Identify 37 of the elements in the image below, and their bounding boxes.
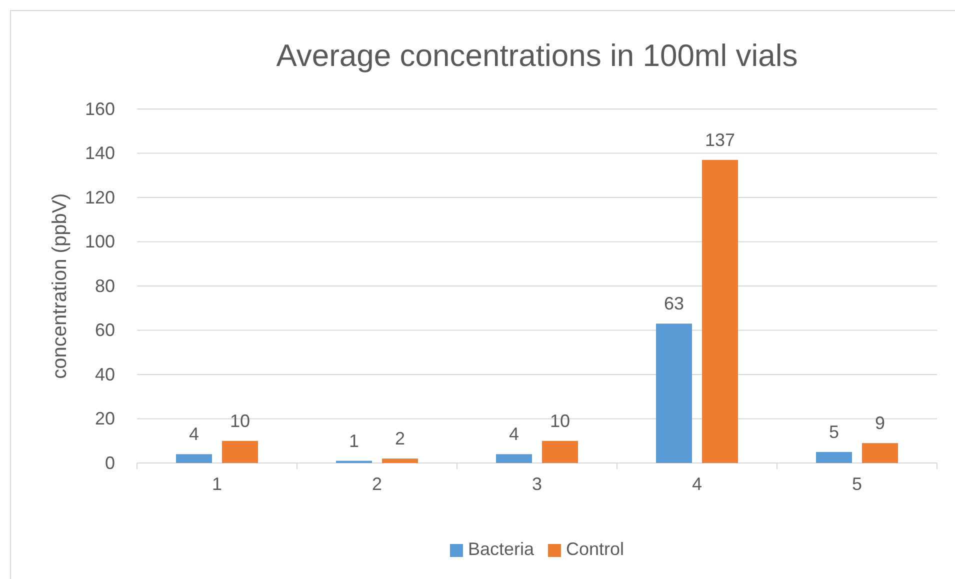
- bar: [176, 454, 212, 463]
- legend-label: Bacteria: [468, 539, 535, 559]
- data-label: 137: [704, 130, 736, 150]
- x-tick-label: 1: [212, 474, 222, 494]
- data-label: 1: [348, 430, 360, 451]
- y-tick-label: 80: [94, 276, 115, 296]
- y-tick-label: 120: [84, 187, 115, 208]
- data-label: 9: [874, 413, 886, 434]
- y-tick-label: 160: [84, 98, 115, 119]
- y-tick-label: 140: [84, 143, 115, 164]
- y-tick-label: 40: [94, 364, 115, 384]
- data-label: 63: [664, 294, 684, 314]
- data-label: 4: [188, 424, 200, 444]
- data-label: 4: [508, 424, 520, 444]
- bar: [702, 160, 738, 463]
- x-tick-label: 5: [852, 474, 862, 494]
- bar: [656, 324, 692, 463]
- bar: [222, 440, 258, 463]
- data-label: 10: [550, 410, 570, 431]
- data-label: 5: [828, 422, 840, 442]
- bar: [496, 454, 532, 463]
- y-tick-label: 60: [94, 320, 115, 340]
- x-tick-label: 2: [372, 474, 382, 494]
- data-label: 2: [394, 428, 406, 449]
- bar: [542, 440, 578, 463]
- data-label: 10: [230, 410, 250, 431]
- y-tick-label: 20: [94, 408, 115, 429]
- legend-label: Control: [566, 539, 624, 559]
- y-tick-label: 0: [104, 452, 115, 473]
- bar: [862, 443, 898, 463]
- bar: [816, 452, 852, 463]
- bar: [382, 458, 418, 463]
- x-tick-label: 3: [532, 474, 542, 494]
- x-tick-label: 4: [692, 474, 702, 494]
- y-tick-label: 100: [84, 232, 115, 252]
- chart-title: Average concentrations in 100ml vials: [276, 38, 798, 73]
- y-axis-title: concentration (ppbV): [49, 193, 71, 379]
